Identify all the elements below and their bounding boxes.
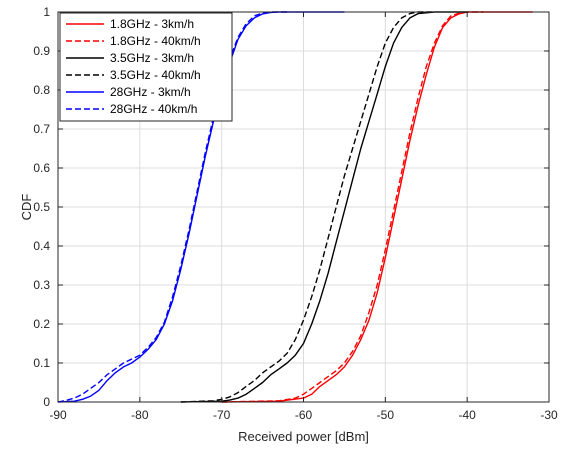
legend-entry: 28GHz - 40km/h xyxy=(110,102,197,116)
series-line-4 xyxy=(57,11,345,403)
legend-box xyxy=(59,12,233,122)
series-line-3 xyxy=(180,11,435,403)
x-tick-label: -80 xyxy=(131,408,149,422)
x-tick-label: -90 xyxy=(49,408,67,422)
y-tick-label: 0.8 xyxy=(33,83,50,97)
y-tick-label: 0.1 xyxy=(33,356,50,370)
series-line-1 xyxy=(221,11,484,403)
x-tick-label: -40 xyxy=(458,408,476,422)
series-layer xyxy=(57,11,533,403)
x-tick-label: -50 xyxy=(377,408,395,422)
y-tick-labels: 0 0.1 0.2 0.3 0.4 0.5 0.6 0.7 0.8 0.9 1 xyxy=(33,5,549,409)
x-tick-label: -60 xyxy=(295,408,313,422)
x-tick-labels: -90 -80 -70 -60 -50 -40 -30 xyxy=(49,12,558,422)
y-tick-label: 0.6 xyxy=(33,161,50,175)
y-tick-label: 0.7 xyxy=(33,122,50,136)
x-tick-label: -70 xyxy=(213,408,231,422)
legend-entry: 3.5GHz - 3km/h xyxy=(110,51,194,65)
x-tick-label: -30 xyxy=(540,408,558,422)
x-axis-label: Received power [dBm] xyxy=(238,429,369,444)
y-tick-label: 0.5 xyxy=(33,200,50,214)
legend: 1.8GHz - 3km/h 1.8GHz - 40km/h 3.5GHz - 3k… xyxy=(59,12,233,122)
y-tick-label: 0.9 xyxy=(33,44,50,58)
series-line-2 xyxy=(180,11,468,403)
legend-entry: 3.5GHz - 40km/h xyxy=(110,68,201,82)
y-tick-label: 1 xyxy=(43,5,50,19)
series-line-0 xyxy=(221,11,533,403)
y-tick-label: 0.3 xyxy=(33,278,50,292)
legend-entry: 1.8GHz - 40km/h xyxy=(110,34,201,48)
y-tick-label: 0.4 xyxy=(33,239,50,253)
y-tick-label: 0 xyxy=(43,395,50,409)
y-tick-label: 0.2 xyxy=(33,317,50,331)
legend-entry: 1.8GHz - 3km/h xyxy=(110,17,194,31)
series-line-5 xyxy=(57,11,288,403)
y-axis-label: CDF xyxy=(19,194,34,221)
legend-entry: 28GHz - 3km/h xyxy=(110,85,191,99)
